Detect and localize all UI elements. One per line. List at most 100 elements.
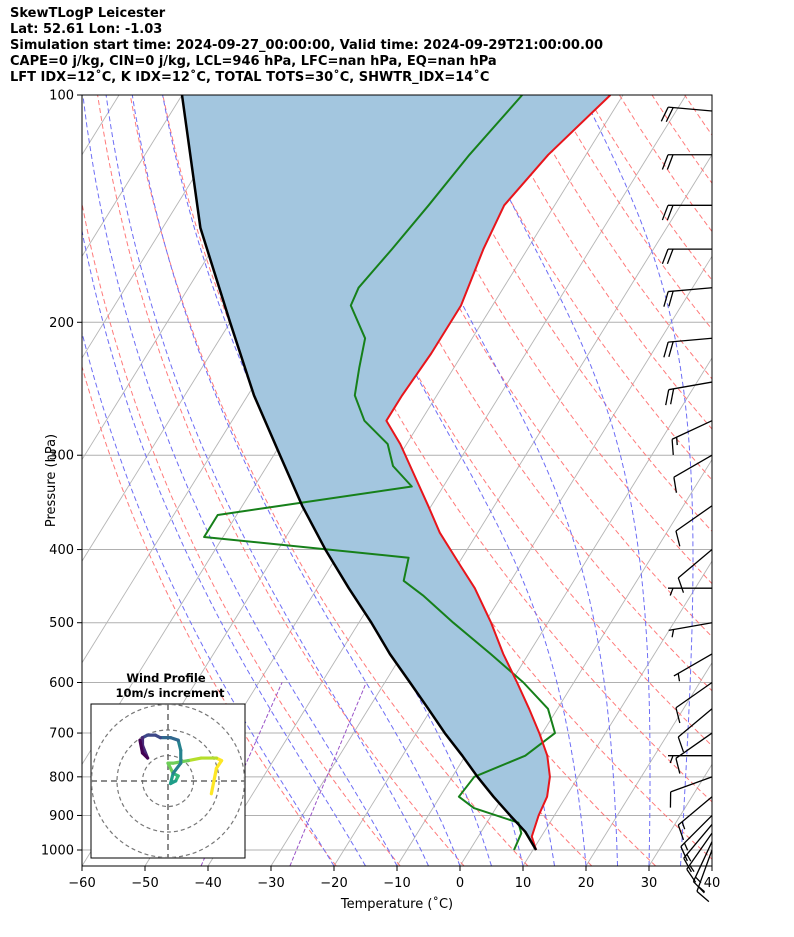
barb-staff bbox=[675, 732, 713, 759]
wind-barb bbox=[677, 796, 713, 841]
barb-feather bbox=[675, 530, 681, 547]
moist-adiabat-line bbox=[711, 860, 712, 866]
dry-adiabat-line bbox=[684, 95, 712, 136]
barb-staff bbox=[668, 106, 713, 112]
wind-barb bbox=[668, 755, 712, 764]
station-title: SkewTLogP Leicester bbox=[10, 6, 166, 21]
barb-feather bbox=[665, 107, 674, 123]
barb-feather bbox=[668, 290, 674, 307]
mixing-ratio-line bbox=[289, 682, 367, 866]
hodograph-subtitle: 10m/s increment bbox=[116, 686, 225, 700]
wind-barb bbox=[671, 420, 713, 456]
stability-indices-2: LFT IDX=12˚C, K IDX=12˚C, TOTAL TOTS=30˚… bbox=[10, 70, 490, 85]
isotherm-line bbox=[82, 95, 246, 359]
dry-adiabat-line bbox=[97, 95, 465, 866]
hodograph-content bbox=[91, 704, 245, 858]
dry-adiabat-line bbox=[82, 364, 337, 866]
barb-feather bbox=[660, 106, 669, 122]
hodograph-trace-segment bbox=[168, 771, 175, 786]
barb-feather bbox=[666, 154, 674, 170]
wind-barb bbox=[686, 832, 713, 883]
dry-adiabat-line bbox=[129, 95, 529, 866]
y-tick-label: 400 bbox=[49, 543, 74, 558]
wind-barb bbox=[665, 381, 713, 406]
y-axis-label: Pressure (hPa) bbox=[44, 434, 59, 527]
barb-feather bbox=[677, 736, 685, 753]
wind-barb bbox=[683, 824, 713, 873]
barb-staff bbox=[675, 505, 713, 532]
wind-barb bbox=[677, 708, 713, 753]
moist-adiabat-line bbox=[82, 95, 398, 866]
hodograph-trace-segment bbox=[166, 761, 175, 775]
x-tick-label: −40 bbox=[194, 876, 221, 891]
dry-adiabat-line bbox=[651, 95, 712, 184]
barb-feather bbox=[668, 341, 674, 358]
moist-adiabat-line bbox=[459, 95, 651, 866]
wind-barb bbox=[677, 549, 713, 593]
x-tick-label: −60 bbox=[68, 876, 95, 891]
moist-adiabat-line bbox=[82, 330, 335, 866]
barb-feather bbox=[677, 577, 685, 593]
barb-staff bbox=[696, 849, 713, 892]
isotherm-line bbox=[522, 560, 712, 866]
moist-adiabat-line bbox=[296, 95, 587, 866]
x-tick-label: 30 bbox=[641, 876, 658, 891]
dry-adiabat-line bbox=[82, 201, 401, 866]
x-axis-label: Temperature (˚C) bbox=[340, 896, 453, 912]
barb-feather bbox=[663, 291, 669, 307]
hodograph-trace-segment bbox=[186, 756, 203, 763]
wind-barb bbox=[668, 622, 713, 638]
y-tick-label: 700 bbox=[49, 727, 74, 742]
dry-adiabat-line bbox=[618, 95, 712, 233]
isotherm-line bbox=[333, 255, 712, 866]
isotherm-line bbox=[82, 95, 183, 258]
x-tick-label: −50 bbox=[131, 876, 158, 891]
barb-feather bbox=[681, 821, 686, 830]
barb-feather bbox=[686, 853, 692, 862]
x-tick-label: 0 bbox=[456, 876, 464, 891]
hodograph-trace-segment bbox=[138, 738, 145, 755]
wind-barb bbox=[661, 248, 712, 265]
wind-barb bbox=[661, 204, 712, 221]
barb-staff bbox=[680, 814, 713, 848]
barb-feather bbox=[663, 341, 669, 358]
x-tick-label: 40 bbox=[704, 876, 721, 891]
wind-barb bbox=[660, 106, 713, 123]
barb-staff bbox=[675, 681, 713, 709]
moist-adiabat-line bbox=[131, 95, 461, 866]
wind-barb bbox=[661, 154, 712, 170]
barb-staff bbox=[683, 824, 713, 859]
barb-feather bbox=[673, 477, 678, 493]
moist-adiabat-line bbox=[582, 95, 694, 866]
isotherm-line bbox=[585, 661, 712, 866]
y-tick-label: 500 bbox=[49, 616, 74, 631]
barb-staff bbox=[677, 549, 713, 579]
barb-feather bbox=[677, 824, 685, 841]
barb-feather bbox=[676, 437, 678, 446]
cape-cin-shading bbox=[182, 95, 611, 850]
isotherm-line bbox=[775, 95, 794, 866]
barb-feather bbox=[669, 587, 674, 596]
barb-feather bbox=[669, 388, 675, 405]
wind-barb bbox=[663, 337, 713, 358]
x-tick-label: −30 bbox=[257, 876, 284, 891]
wind-barb bbox=[673, 653, 713, 682]
wind-barb bbox=[663, 287, 713, 307]
hodograph-trace-segment bbox=[171, 761, 183, 775]
barb-feather bbox=[666, 248, 674, 265]
profiles bbox=[180, 95, 612, 851]
barb-feather bbox=[677, 673, 681, 682]
barb-staff bbox=[692, 841, 713, 882]
barb-staff bbox=[673, 653, 713, 677]
dry-adiabat-line bbox=[358, 95, 712, 638]
wind-barb bbox=[673, 454, 713, 493]
wind-barb bbox=[669, 776, 713, 808]
wind-barb bbox=[692, 841, 713, 894]
barb-feather bbox=[665, 389, 670, 406]
barb-feather bbox=[671, 629, 675, 638]
moist-adiabat-line bbox=[105, 95, 429, 866]
dewpoint-profile-line bbox=[203, 95, 556, 851]
wind-barbs bbox=[660, 106, 713, 903]
barb-staff bbox=[670, 776, 713, 793]
